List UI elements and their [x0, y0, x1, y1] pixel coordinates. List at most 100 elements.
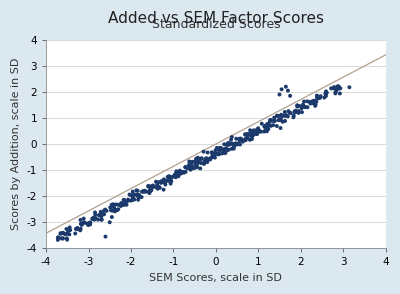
Point: [193, 157, 199, 162]
Point: [154, 183, 160, 187]
Point: [220, 147, 226, 152]
Point: [224, 147, 230, 151]
Point: [292, 109, 298, 114]
Point: [238, 137, 245, 141]
Point: [196, 156, 203, 161]
Point: [204, 160, 210, 164]
Point: [175, 171, 181, 176]
Point: [211, 151, 217, 156]
Point: [60, 231, 66, 235]
Point: [195, 158, 202, 163]
Point: [60, 230, 66, 235]
Point: [174, 171, 181, 176]
Point: [306, 100, 313, 104]
Point: [299, 110, 305, 115]
Point: [300, 102, 306, 107]
Point: [204, 150, 211, 155]
Point: [147, 186, 154, 190]
Point: [189, 163, 195, 168]
Point: [194, 156, 201, 160]
Point: [223, 142, 230, 147]
Point: [245, 133, 251, 138]
Point: [321, 95, 328, 100]
Point: [242, 132, 248, 137]
Point: [258, 121, 265, 126]
Point: [158, 181, 164, 185]
Point: [292, 108, 299, 113]
Point: [346, 85, 352, 90]
Point: [66, 232, 72, 237]
Point: [253, 129, 259, 134]
Point: [323, 94, 329, 98]
Point: [161, 180, 167, 185]
Point: [102, 234, 109, 239]
Point: [222, 146, 228, 151]
Point: [323, 89, 329, 94]
Point: [115, 207, 122, 212]
Point: [234, 142, 240, 147]
Point: [330, 86, 337, 91]
Point: [294, 104, 300, 109]
Point: [134, 193, 140, 198]
Point: [101, 212, 107, 216]
Point: [302, 105, 308, 109]
Point: [157, 180, 164, 185]
Point: [200, 149, 207, 154]
Point: [281, 113, 288, 118]
Point: [331, 85, 337, 89]
Point: [129, 198, 136, 202]
Point: [135, 193, 141, 197]
Point: [179, 170, 185, 175]
Point: [186, 159, 192, 164]
Point: [315, 94, 321, 99]
Point: [121, 203, 127, 207]
Point: [95, 217, 101, 222]
Y-axis label: Scores by Addition, scale in SD: Scores by Addition, scale in SD: [11, 58, 21, 230]
Point: [201, 162, 207, 166]
Point: [290, 115, 297, 120]
Point: [138, 195, 145, 199]
Point: [103, 208, 110, 213]
Point: [166, 174, 172, 178]
Point: [312, 103, 318, 108]
Point: [74, 227, 81, 232]
Point: [300, 103, 306, 108]
Point: [55, 235, 61, 240]
Point: [255, 131, 261, 135]
Point: [206, 157, 212, 161]
Point: [180, 170, 186, 175]
Point: [154, 186, 161, 191]
Point: [110, 202, 117, 207]
Point: [216, 147, 222, 152]
Point: [314, 95, 320, 99]
Point: [191, 166, 197, 171]
Point: [244, 133, 251, 138]
Point: [66, 225, 73, 230]
Point: [190, 166, 196, 171]
Point: [271, 119, 277, 123]
Point: [126, 192, 133, 197]
Point: [128, 193, 134, 198]
Point: [211, 152, 217, 157]
Point: [77, 218, 84, 222]
Point: [178, 171, 184, 175]
Point: [275, 118, 282, 123]
Point: [145, 184, 151, 189]
Point: [316, 96, 323, 101]
Point: [158, 179, 164, 183]
Point: [130, 193, 136, 197]
Point: [169, 175, 175, 179]
Point: [226, 147, 232, 152]
Point: [112, 209, 118, 214]
Point: [198, 161, 204, 166]
Point: [92, 212, 98, 217]
Point: [248, 134, 255, 139]
Point: [278, 112, 284, 117]
Point: [134, 192, 141, 197]
Point: [242, 132, 248, 137]
Point: [221, 148, 228, 153]
Point: [251, 131, 258, 136]
Point: [236, 137, 242, 141]
Point: [189, 159, 196, 164]
Point: [148, 188, 154, 193]
